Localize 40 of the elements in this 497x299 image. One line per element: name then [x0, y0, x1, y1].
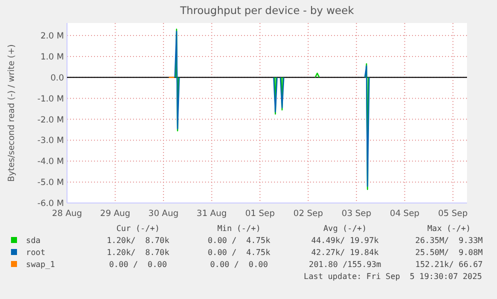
y-tick-label: -2.0 M: [37, 115, 64, 126]
legend-label: swap_1: [26, 260, 56, 269]
text: 0.00 / 4.75k: [208, 236, 270, 245]
text: 201.80 /155.93m: [308, 260, 382, 269]
text: 25.50M/ 9.08M: [415, 248, 483, 257]
x-tick-label: 28 Aug: [52, 209, 82, 219]
text: 26.35M/ 9.33M: [415, 236, 483, 245]
text: 42.27k/ 19.84k: [311, 248, 379, 257]
text: 0.00 / 4.75k: [208, 248, 270, 257]
text: 152.21k/ 66.67: [415, 260, 483, 269]
text: 0.00 / 0.00: [210, 260, 268, 269]
text: Max (-/+): [427, 224, 471, 233]
x-tick-label: 30 Aug: [148, 209, 179, 219]
x-tick-label: 29 Aug: [100, 209, 130, 219]
x-tick-label: 05 Sep: [438, 209, 468, 219]
y-tick-label: -1.0 M: [37, 94, 64, 104]
y-tick-label: 1.0 M: [40, 52, 64, 62]
y-tick-label: 0.0: [50, 73, 64, 84]
legend-label: root: [26, 248, 46, 257]
chart-title: Throughput per device - by week: [179, 5, 355, 17]
text: 44.49k/ 19.97k: [311, 236, 379, 245]
y-tick-label: -3.0 M: [37, 136, 64, 146]
y-tick-label: -4.0 M: [37, 157, 64, 168]
x-tick-label: 03 Sep: [342, 209, 372, 219]
x-tick-label: 01 Sep: [245, 209, 275, 219]
y-tick-label: -5.0 M: [37, 178, 64, 188]
x-tick-label: 31 Aug: [196, 209, 227, 219]
text: 1.20k/ 8.70k: [106, 236, 170, 245]
text: 1.20k/ 8.70k: [106, 248, 170, 257]
text: 0.00 / 0.00: [109, 260, 168, 269]
text: Avg (-/+): [323, 224, 367, 233]
x-tick-label: 04 Sep: [390, 209, 420, 219]
y-tick-label: -6.0 M: [37, 198, 64, 209]
y-tick-label: 2.0 M: [40, 32, 64, 42]
text: Last update: Fri Sep 5 19:30:07 2025: [304, 272, 482, 281]
y-axis-title: Bytes/second read (-) / write (+): [7, 44, 17, 182]
x-tick-label: 02 Sep: [293, 209, 323, 219]
text: Min (-/+): [217, 224, 261, 233]
text: Cur (-/+): [116, 224, 160, 233]
legend-label: sda: [26, 236, 41, 245]
